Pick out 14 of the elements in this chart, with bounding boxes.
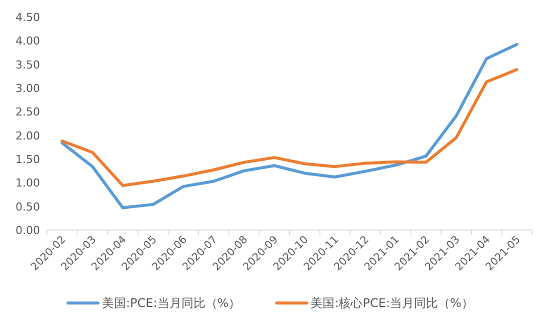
y-tick-label: 4.50 xyxy=(16,11,40,24)
line-series xyxy=(60,42,518,210)
y-tick-label: 4.00 xyxy=(16,34,40,48)
y-tick-label: 1.00 xyxy=(16,176,40,190)
y-tick-label: 1.50 xyxy=(16,153,40,166)
y-tick-label: 0.50 xyxy=(16,200,40,214)
y-tick-label: 0.00 xyxy=(16,224,40,237)
legend-label: 美国:核心PCE:当月同比（%） xyxy=(310,296,474,310)
y-tick-label: 2.00 xyxy=(16,129,40,142)
y-tick-label: 2.50 xyxy=(16,106,40,119)
y-tick-label: 3.50 xyxy=(16,58,40,72)
y-tick-label: 3.00 xyxy=(16,82,40,95)
legend-label: 美国:PCE:当月同比（%） xyxy=(102,296,241,310)
line-series xyxy=(60,68,518,188)
